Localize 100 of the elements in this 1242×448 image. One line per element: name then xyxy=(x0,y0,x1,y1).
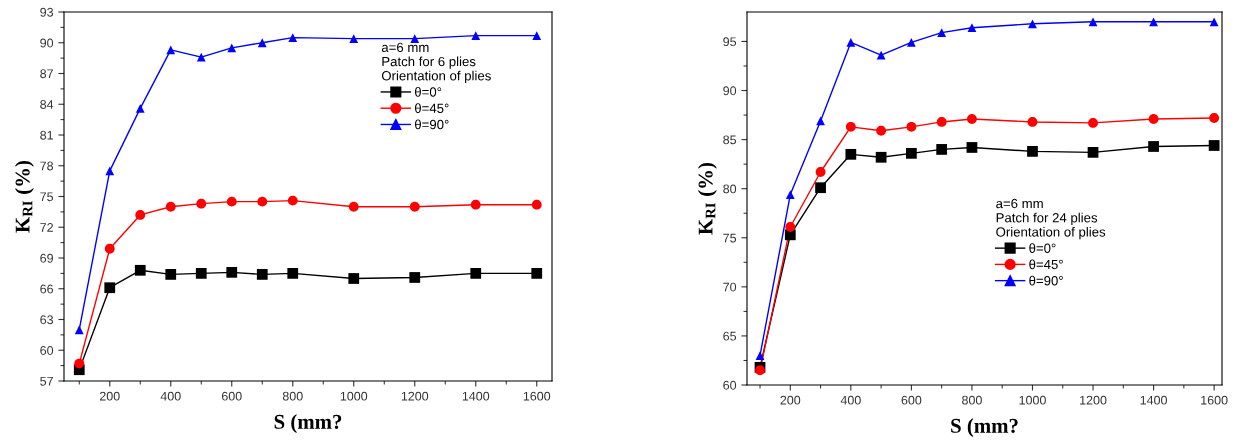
point xyxy=(349,34,359,44)
legend-label: θ=0° xyxy=(414,87,442,97)
point xyxy=(1027,146,1038,157)
point xyxy=(845,148,857,160)
point xyxy=(967,23,977,33)
point xyxy=(1148,114,1159,124)
point xyxy=(470,268,482,279)
point xyxy=(135,210,146,220)
point xyxy=(755,365,765,376)
y-tick-label: 85 xyxy=(723,135,737,145)
y-tick-label: 87 xyxy=(40,69,53,79)
y-tick-label: 80 xyxy=(723,184,737,194)
point xyxy=(532,31,542,40)
y-tick-label: 60 xyxy=(40,346,54,355)
point xyxy=(257,38,267,48)
x-axis-title: S (mm? xyxy=(274,414,342,434)
point xyxy=(74,325,84,335)
x-tick-label: 600 xyxy=(221,391,242,401)
legend-label: θ=0° xyxy=(1029,243,1056,253)
point xyxy=(470,199,481,210)
x-tick-label: 1600 xyxy=(1201,395,1228,405)
x-tick-label: 400 xyxy=(840,395,861,405)
point xyxy=(104,243,115,254)
legend-label: θ=90° xyxy=(414,119,449,130)
x-tick-label: 1200 xyxy=(1080,395,1107,405)
y-tick-label: 78 xyxy=(40,161,54,171)
point xyxy=(936,144,948,155)
point xyxy=(967,114,977,124)
y-tick-label: 65 xyxy=(723,331,737,341)
point xyxy=(74,358,85,369)
y-tick-label: 72 xyxy=(40,223,53,232)
point xyxy=(135,103,145,113)
point xyxy=(1148,141,1159,152)
point xyxy=(105,166,115,176)
y-tick-label: 81 xyxy=(40,130,53,140)
point xyxy=(1027,117,1038,127)
point xyxy=(1209,113,1220,123)
point xyxy=(196,198,207,209)
point xyxy=(531,268,543,279)
point xyxy=(348,201,359,212)
point xyxy=(966,142,978,153)
y-tick-label: 75 xyxy=(40,192,54,202)
point xyxy=(785,190,795,199)
point xyxy=(876,50,886,60)
point xyxy=(226,266,238,278)
y-tick-label: 60 xyxy=(723,380,737,390)
point xyxy=(410,34,420,44)
x-tick-label: 400 xyxy=(160,391,181,401)
y-tick-label: 84 xyxy=(40,100,54,109)
legend-label: θ=45° xyxy=(414,103,449,113)
x-tick-label: 1400 xyxy=(462,391,490,401)
x-tick-label: 800 xyxy=(962,395,982,405)
point xyxy=(1088,118,1098,128)
point xyxy=(531,199,542,210)
y-tick-label: 90 xyxy=(40,38,54,48)
point xyxy=(907,38,916,47)
x-tick-label: 600 xyxy=(901,395,922,405)
point xyxy=(876,125,887,136)
point xyxy=(755,351,765,360)
x-tick-label: 200 xyxy=(99,391,120,401)
point xyxy=(936,117,947,127)
point xyxy=(785,222,796,232)
point xyxy=(409,272,421,283)
point xyxy=(165,201,176,212)
point xyxy=(165,269,177,280)
y-axis-title: K$_{RI}$ (%) xyxy=(14,161,34,233)
y-tick-label: 95 xyxy=(723,37,737,47)
point xyxy=(1088,17,1098,27)
x-tick-label: 800 xyxy=(282,391,303,401)
y-tick-label: 57 xyxy=(40,376,53,386)
y-tick-label: 63 xyxy=(40,315,54,325)
point xyxy=(815,167,826,177)
point xyxy=(257,196,268,207)
point xyxy=(816,116,825,126)
point xyxy=(937,28,947,38)
point xyxy=(1149,17,1158,27)
point xyxy=(134,264,146,276)
x-tick-label: 200 xyxy=(780,395,801,405)
point xyxy=(409,201,420,212)
point xyxy=(195,268,207,279)
point xyxy=(196,52,206,62)
point xyxy=(1087,146,1099,158)
y-tick-label: 90 xyxy=(723,86,737,96)
legend-label: θ=90° xyxy=(1029,275,1063,286)
point xyxy=(815,182,826,194)
point xyxy=(846,38,856,47)
x-tick-label: 1200 xyxy=(401,391,429,401)
point xyxy=(875,151,887,163)
y-tick-label: 70 xyxy=(723,282,737,292)
x-tick-label: 1000 xyxy=(340,391,368,401)
legend-label: θ=45° xyxy=(1029,259,1063,270)
x-tick-label: 1000 xyxy=(1019,395,1046,405)
x-tick-label: 1400 xyxy=(1140,395,1167,405)
y-tick-label: 69 xyxy=(40,253,53,263)
point xyxy=(471,31,481,40)
point xyxy=(288,33,298,43)
point xyxy=(1208,140,1220,151)
point xyxy=(1209,17,1219,27)
point xyxy=(166,45,176,55)
y-axis-title: K$_{RI}$ (%) xyxy=(697,163,717,235)
